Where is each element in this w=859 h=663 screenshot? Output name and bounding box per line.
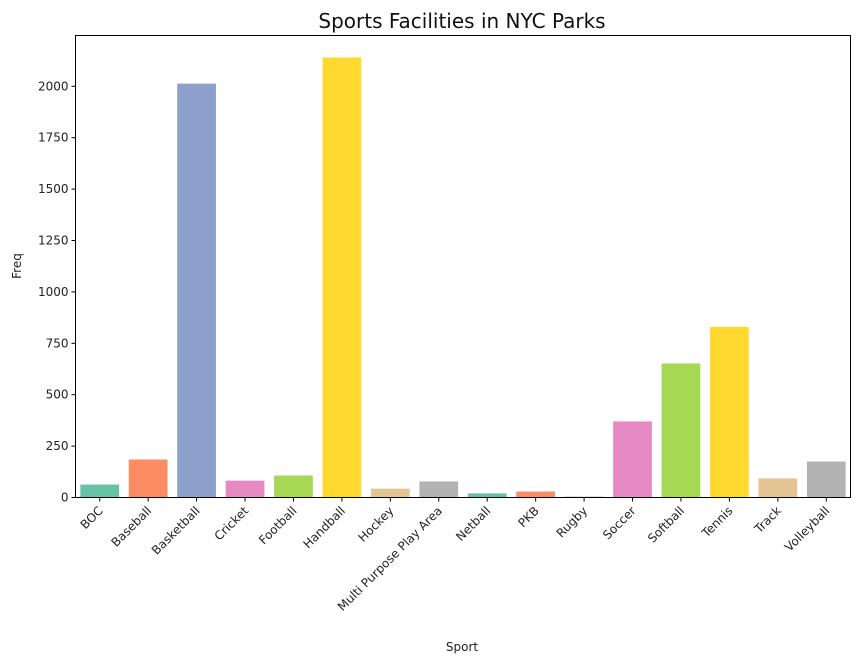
plot-frame <box>75 35 851 498</box>
x-tick-label: Netball <box>453 504 493 544</box>
bar-pkb <box>516 491 556 498</box>
x-tick-label: Hockey <box>355 504 396 545</box>
x-tick-label: Cricket <box>212 504 252 544</box>
y-tick-label: 250 <box>46 439 69 453</box>
bar-multi-purpose-play-area <box>419 481 459 498</box>
bar-football <box>274 475 313 498</box>
y-tick-label: 750 <box>46 336 69 350</box>
y-axis: 0 250 500 750 1000 1250 1500 1750 2000 <box>38 79 76 505</box>
y-tick-label: 1500 <box>38 182 69 196</box>
y-tick-label: 1750 <box>38 131 69 145</box>
bar-cricket <box>225 480 265 498</box>
x-axis-label: Sport <box>446 640 479 654</box>
bar-soccer <box>613 421 652 498</box>
y-tick-label: 0 <box>61 491 69 505</box>
bar-basketball <box>177 83 216 498</box>
bar-volleyball <box>806 461 846 498</box>
bar-track <box>758 478 798 498</box>
y-tick-label: 2000 <box>38 79 69 93</box>
bar-softball <box>661 363 701 498</box>
x-tick-label: Track <box>751 504 784 537</box>
bar-handball <box>322 57 362 498</box>
x-tick-label: Volleyball <box>782 504 833 555</box>
x-tick-label: Rugby <box>554 504 591 541</box>
x-tick-label: BOC <box>78 504 106 532</box>
x-tick-label: Soccer <box>600 504 639 543</box>
x-tick-label: Softball <box>645 504 687 546</box>
x-tick-label: Handball <box>300 504 348 552</box>
x-tick-label: Football <box>256 504 299 547</box>
x-tick-label: PKB <box>515 504 541 530</box>
bar-boc <box>80 484 120 498</box>
chart-title: Sports Facilities in NYC Parks <box>318 9 605 33</box>
bar-netball <box>467 493 507 498</box>
y-tick-label: 500 <box>46 388 69 402</box>
bar-tennis <box>710 326 749 498</box>
bar-hockey <box>370 488 410 498</box>
y-tick-label: 1250 <box>38 233 69 247</box>
bars-group <box>80 57 846 498</box>
y-axis-label: Freq <box>10 253 24 279</box>
bar-baseball <box>128 459 168 498</box>
x-tick-label: Basketball <box>149 504 203 558</box>
y-tick-label: 1000 <box>38 285 69 299</box>
x-tick-label: Tennis <box>698 504 735 541</box>
x-tick-label: Baseball <box>108 504 154 550</box>
x-tick-label: Multi Purpose Play Area <box>335 504 445 614</box>
